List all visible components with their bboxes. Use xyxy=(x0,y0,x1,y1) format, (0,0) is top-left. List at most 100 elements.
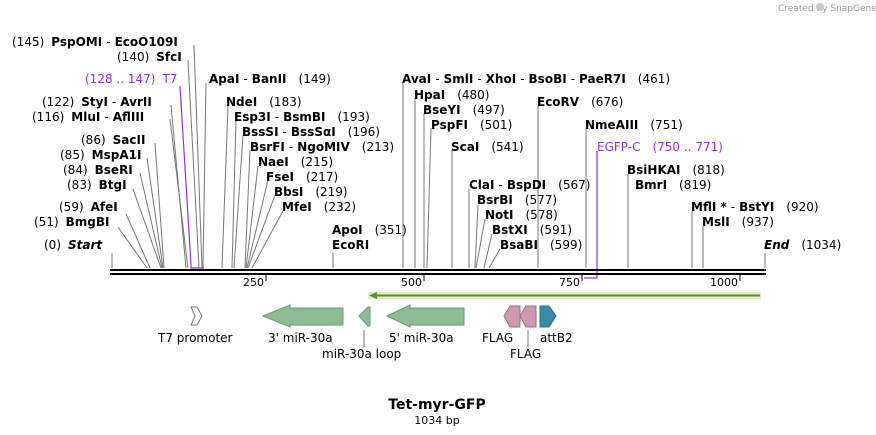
site-pos: (145) xyxy=(12,35,44,49)
site-ecorv[interactable]: EcoRV (676) xyxy=(537,95,623,109)
snapgene-watermark: Created by SnapGene xyxy=(778,3,876,14)
site-name: EGFP-C xyxy=(597,140,640,154)
site-bsssi[interactable]: BssSI - BssSαI (196) xyxy=(242,125,380,139)
mir-30a-5-feature[interactable] xyxy=(385,304,465,328)
flag-feature-2[interactable] xyxy=(519,305,537,328)
site-pos: (1034) xyxy=(801,238,841,252)
site-name: BseRI xyxy=(95,163,133,177)
site-pos: (567) xyxy=(558,178,590,192)
site-pos: (819) xyxy=(679,178,711,192)
site-egfp-c-primer[interactable]: EGFP-C (750 .. 771) xyxy=(597,140,723,154)
flag-1-label: FLAG xyxy=(482,331,513,345)
site-ndei[interactable]: NdeI (183) xyxy=(226,95,302,109)
attb2-feature[interactable] xyxy=(539,305,557,328)
site-alt: BstYI xyxy=(739,200,774,214)
site-pos: (541) xyxy=(491,140,523,154)
site-clai[interactable]: ClaI - BspDI (567) xyxy=(469,178,590,192)
site-pos: (480) xyxy=(457,88,489,102)
site-name: PspOMI xyxy=(51,35,102,49)
site-name: NdeI xyxy=(226,95,257,109)
site-bbsi[interactable]: BbsI (219) xyxy=(274,185,348,199)
site-pspfi[interactable]: PspFI (501) xyxy=(431,118,512,132)
site-msli[interactable]: MslI (937) xyxy=(702,215,774,229)
site-fsei[interactable]: FseI (217) xyxy=(266,170,338,184)
site-alt3: BsoBI xyxy=(529,72,567,86)
site-nmeaiii[interactable]: NmeAIII (751) xyxy=(585,118,683,132)
site-avai[interactable]: AvaI - SmlI - XhoI - BsoBI - PaeR7I (461) xyxy=(402,72,670,86)
site-name: HpaI xyxy=(414,88,445,102)
t7-promoter-feature[interactable] xyxy=(190,306,203,326)
mir-30a-loop-feature[interactable] xyxy=(358,306,371,327)
site-ecori[interactable]: EcoRI xyxy=(332,238,369,252)
site-pos: (196) xyxy=(348,125,380,139)
site-bmgbi[interactable]: (51) BmgBI xyxy=(34,215,110,229)
site-sacii[interactable]: (86) SacII xyxy=(81,133,145,147)
site-pos: (497) xyxy=(473,103,505,117)
site-mspa1i[interactable]: (85) MspA1I xyxy=(60,148,141,162)
site-styi[interactable]: (122) StyI - AvrII xyxy=(42,95,152,109)
site-pos: (501) xyxy=(480,118,512,132)
site-pos: (183) xyxy=(269,95,301,109)
site-mfei[interactable]: MfeI (232) xyxy=(282,200,356,214)
site-naei[interactable]: NaeI (215) xyxy=(258,155,333,169)
site-name: Esp3I xyxy=(234,110,271,124)
site-bsihkai[interactable]: BsiHKAI (818) xyxy=(627,163,725,177)
site-pos: (51) xyxy=(34,215,59,229)
watermark-text: Created by SnapGene xyxy=(778,4,876,14)
site-pspomi[interactable]: (145) PspOMI - EcoO109I xyxy=(12,35,178,49)
mir-30a-3-feature[interactable] xyxy=(261,304,344,328)
site-pos: (85) xyxy=(60,148,85,162)
site-name: ClaI xyxy=(469,178,494,192)
site-pos: (83) xyxy=(67,178,92,192)
site-noti[interactable]: NotI (578) xyxy=(485,208,558,222)
site-name: T7 xyxy=(161,72,177,86)
site-pos: (122) xyxy=(42,95,74,109)
site-pos: (217) xyxy=(306,170,338,184)
site-name: ScaI xyxy=(451,140,479,154)
site-btgi[interactable]: (83) BtgI xyxy=(67,178,127,192)
site-mlui[interactable]: (116) MluI - AflIII xyxy=(32,110,144,124)
site-bseri[interactable]: (84) BseRI xyxy=(63,163,133,177)
site-bstxi[interactable]: BstXI (591) xyxy=(492,223,572,237)
site-end[interactable]: End (1034) xyxy=(764,238,841,252)
site-bseyi[interactable]: BseYI (497) xyxy=(423,103,505,117)
site-name: PspFI xyxy=(431,118,468,132)
egfp-primer-arrow[interactable] xyxy=(368,292,761,299)
site-pos: (84) xyxy=(63,163,88,177)
flag-feature-1[interactable] xyxy=(503,305,521,328)
site-sfci[interactable]: (140) SfcI xyxy=(117,50,182,64)
site-name: SacII xyxy=(113,133,146,147)
site-name: AvaI xyxy=(402,72,431,86)
mir-30a-5-label: 5' miR-30a xyxy=(389,331,454,345)
site-name: BbsI xyxy=(274,185,303,199)
site-start[interactable]: (0) Start xyxy=(44,238,103,252)
site-mfli[interactable]: MflI * - BstYI (920) xyxy=(691,200,819,214)
site-afei[interactable]: (59) AfeI xyxy=(59,200,118,214)
site-bsrbi[interactable]: BsrBI (577) xyxy=(477,193,557,207)
ruler-tick-750: 750 xyxy=(559,276,580,289)
site-esp3i[interactable]: Esp3I - BsmBI (193) xyxy=(234,110,370,124)
site-pos: (578) xyxy=(526,208,558,222)
site-pos: (351) xyxy=(375,223,407,237)
feature-labels: T7 promoter 3' miR-30a miR-30a loop 5' m… xyxy=(157,331,573,361)
site-name: BmgBI xyxy=(66,215,110,229)
site-t7-primer[interactable]: (128 .. 147) T7 xyxy=(85,72,177,86)
site-pos: (676) xyxy=(591,95,623,109)
site-apai[interactable]: ApaI - BanII (149) xyxy=(209,72,331,86)
site-name: EcoRV xyxy=(537,95,580,109)
site-alt: AflIII xyxy=(113,110,145,124)
site-name: BsrFI xyxy=(250,140,285,154)
site-name: BsrBI xyxy=(477,193,513,207)
site-alt: EcoO109I xyxy=(115,35,178,49)
site-scai[interactable]: ScaI (541) xyxy=(451,140,524,154)
sequence-ruler: 250 500 750 1000 xyxy=(243,275,741,289)
site-bmri[interactable]: BmrI (819) xyxy=(635,178,711,192)
site-pos: (577) xyxy=(525,193,557,207)
ruler-tick-250: 250 xyxy=(243,276,264,289)
site-hpai[interactable]: HpaI (480) xyxy=(414,88,489,102)
site-bsabi[interactable]: BsaBI (599) xyxy=(500,238,582,252)
site-apoi[interactable]: ApoI (351) xyxy=(332,223,407,237)
site-bsrfi[interactable]: BsrFI - NgoMIV (213) xyxy=(250,140,394,154)
ruler-tick-500: 500 xyxy=(401,276,422,289)
site-name: AfeI xyxy=(91,200,118,214)
